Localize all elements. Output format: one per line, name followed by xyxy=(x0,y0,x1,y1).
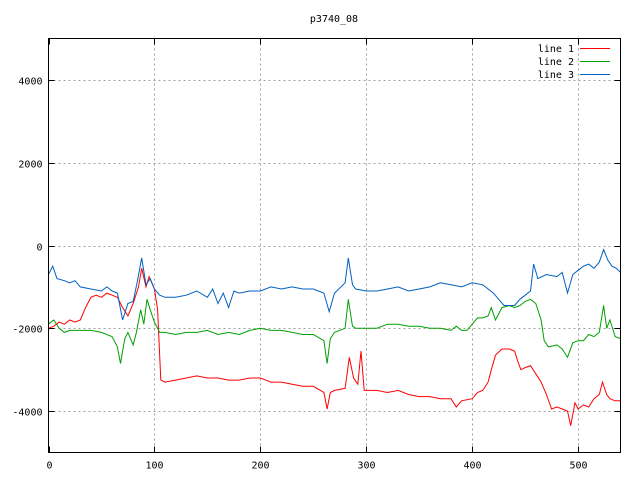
legend-label: line 1 xyxy=(538,44,574,55)
series-line-2 xyxy=(48,298,621,364)
chart-title: p3740_08 xyxy=(310,14,358,25)
series-lines xyxy=(48,248,621,426)
x-tick-label: 0 xyxy=(46,461,52,472)
plot-frame xyxy=(48,38,621,453)
series-line-3 xyxy=(48,248,621,321)
y-tick-label: 4000 xyxy=(18,77,42,88)
legend: line 1 line 2 line 3 xyxy=(538,44,610,81)
axis-ticks: 0 100 200 300 400 500 -4000 -2000 0 2000 4000 xyxy=(12,38,621,472)
legend-label: line 3 xyxy=(538,70,574,81)
y-tick-label: -4000 xyxy=(12,408,42,419)
y-tick-label: -2000 xyxy=(12,325,42,336)
x-tick-label: 500 xyxy=(569,461,587,472)
y-tick-label: 0 xyxy=(36,243,42,254)
x-tick-label: 400 xyxy=(463,461,481,472)
x-tick-label: 100 xyxy=(145,461,163,472)
legend-label: line 2 xyxy=(538,57,574,68)
series-line-1 xyxy=(48,268,621,426)
x-tick-label: 300 xyxy=(357,461,375,472)
x-tick-label: 200 xyxy=(251,461,269,472)
y-tick-label: 2000 xyxy=(18,160,42,171)
grid-lines xyxy=(48,38,621,453)
